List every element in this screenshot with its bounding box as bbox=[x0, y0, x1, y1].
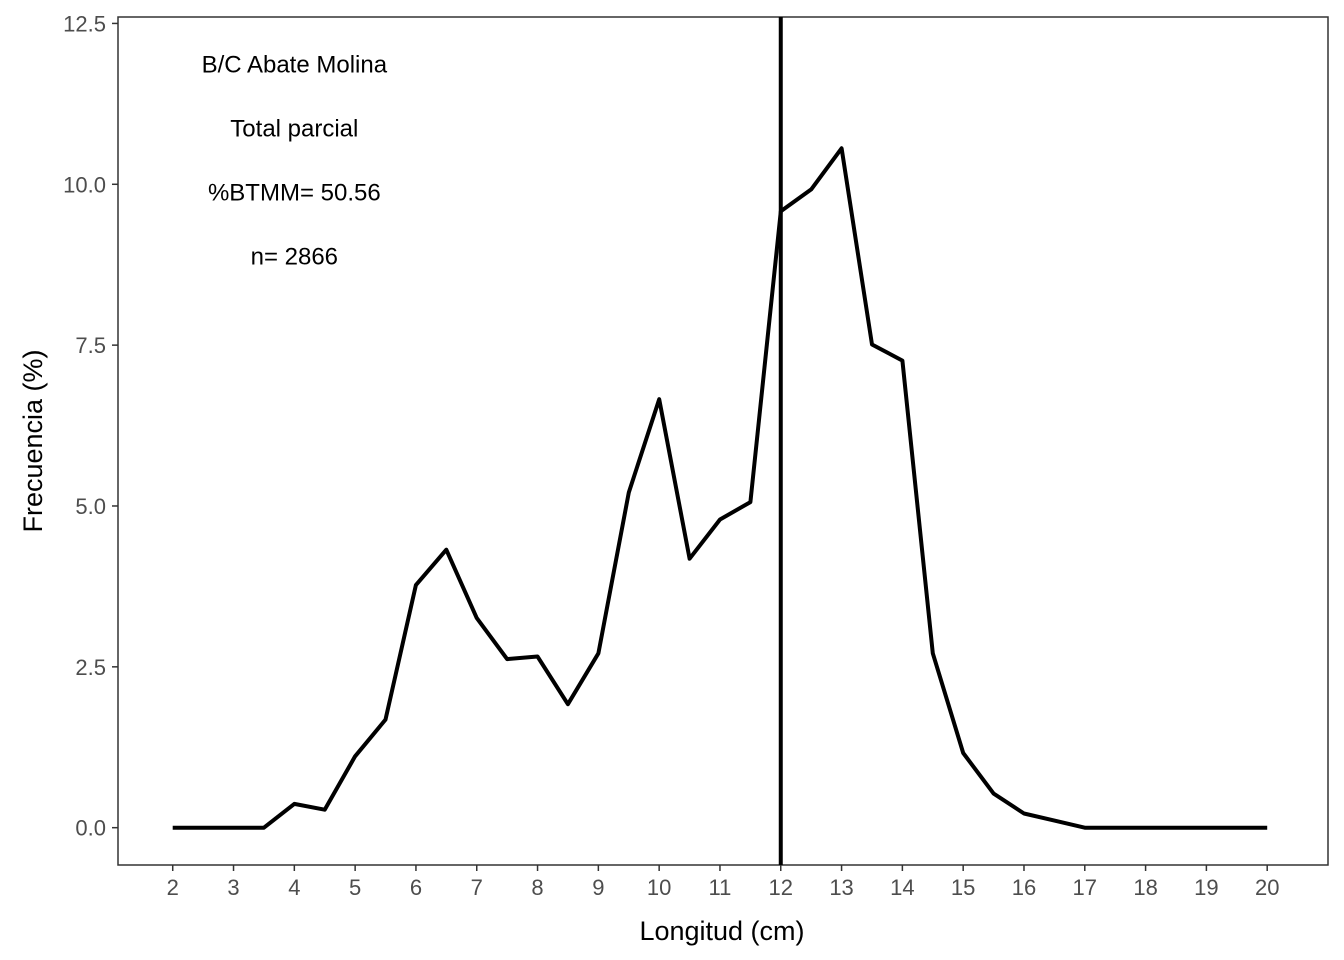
frequency-line bbox=[172, 146, 1268, 830]
x-tick-label: 15 bbox=[951, 875, 975, 900]
annotation-text: B/C Abate Molina bbox=[202, 52, 388, 79]
data-point bbox=[444, 548, 448, 552]
x-tick-label: 4 bbox=[288, 875, 300, 900]
x-axis-title: Longitud (cm) bbox=[639, 916, 804, 946]
data-point bbox=[931, 651, 935, 655]
annotation-text: Total parcial bbox=[230, 115, 358, 142]
data-point bbox=[596, 651, 600, 655]
data-point bbox=[1022, 812, 1026, 816]
data-point bbox=[323, 808, 327, 812]
y-tick-label: 12.5 bbox=[63, 11, 106, 36]
plot-panel bbox=[117, 16, 1329, 866]
x-tick-label: 8 bbox=[531, 875, 543, 900]
data-point bbox=[748, 500, 752, 504]
x-tick-label: 10 bbox=[647, 875, 671, 900]
data-point bbox=[536, 655, 540, 659]
x-tick-label: 2 bbox=[167, 875, 179, 900]
data-point bbox=[1204, 826, 1208, 830]
x-tick-label: 6 bbox=[410, 875, 422, 900]
data-point bbox=[414, 583, 418, 587]
data-point bbox=[718, 517, 722, 521]
y-tick-label: 10.0 bbox=[63, 172, 106, 197]
data-point bbox=[840, 146, 844, 150]
data-point bbox=[1052, 819, 1056, 823]
y-tick-label: 5.0 bbox=[75, 494, 106, 519]
x-tick-label: 13 bbox=[829, 875, 853, 900]
x-tick-label: 20 bbox=[1255, 875, 1279, 900]
y-axis-title: Frecuencia (%) bbox=[18, 349, 48, 532]
data-point bbox=[627, 490, 631, 494]
annotation-text: n= 2866 bbox=[251, 243, 338, 270]
x-tick-label: 18 bbox=[1133, 875, 1157, 900]
data-point bbox=[171, 826, 175, 830]
y-tick-label: 7.5 bbox=[75, 333, 106, 358]
x-tick-label: 17 bbox=[1073, 875, 1097, 900]
x-tick-label: 11 bbox=[709, 875, 732, 900]
data-point bbox=[292, 802, 296, 806]
data-point bbox=[809, 187, 813, 191]
x-tick-label: 14 bbox=[890, 875, 914, 900]
x-tick-label: 5 bbox=[349, 875, 361, 900]
x-tick-label: 12 bbox=[769, 875, 793, 900]
data-point bbox=[657, 397, 661, 401]
data-point bbox=[1113, 826, 1117, 830]
data-point bbox=[201, 826, 205, 830]
x-tick-label: 7 bbox=[471, 875, 483, 900]
y-tick-label: 0.0 bbox=[75, 816, 106, 841]
data-point bbox=[1265, 826, 1269, 830]
data-point bbox=[900, 359, 904, 363]
data-point bbox=[870, 342, 874, 346]
data-point bbox=[961, 751, 965, 755]
data-point bbox=[1083, 826, 1087, 830]
x-tick-label: 3 bbox=[227, 875, 239, 900]
annotation-text: %BTMM= 50.56 bbox=[208, 180, 381, 207]
data-point bbox=[505, 657, 509, 661]
data-point bbox=[992, 792, 996, 796]
data-point bbox=[262, 826, 266, 830]
x-tick-label: 16 bbox=[1012, 875, 1036, 900]
x-axis: 2 3 4 5 6 7 8 9 10 11 12 13 14 15 16 17 18 19 20 bbox=[167, 865, 1279, 900]
data-point bbox=[475, 616, 479, 620]
data-point bbox=[688, 557, 692, 561]
y-tick-label: 2.5 bbox=[75, 655, 106, 680]
y-axis: 0.0 2.5 5.0 7.5 10.0 12.5 bbox=[63, 11, 118, 841]
x-tick-label: 19 bbox=[1194, 875, 1218, 900]
data-point bbox=[232, 826, 236, 830]
data-point bbox=[353, 754, 357, 758]
annotation-group: B/C Abate Molina Total parcial %BTMM= 50.5… bbox=[202, 52, 388, 271]
data-point bbox=[384, 718, 388, 722]
data-point bbox=[1235, 826, 1239, 830]
x-tick-label: 9 bbox=[592, 875, 604, 900]
data-point bbox=[1174, 826, 1178, 830]
data-point bbox=[1144, 826, 1148, 830]
data-point bbox=[566, 702, 570, 706]
